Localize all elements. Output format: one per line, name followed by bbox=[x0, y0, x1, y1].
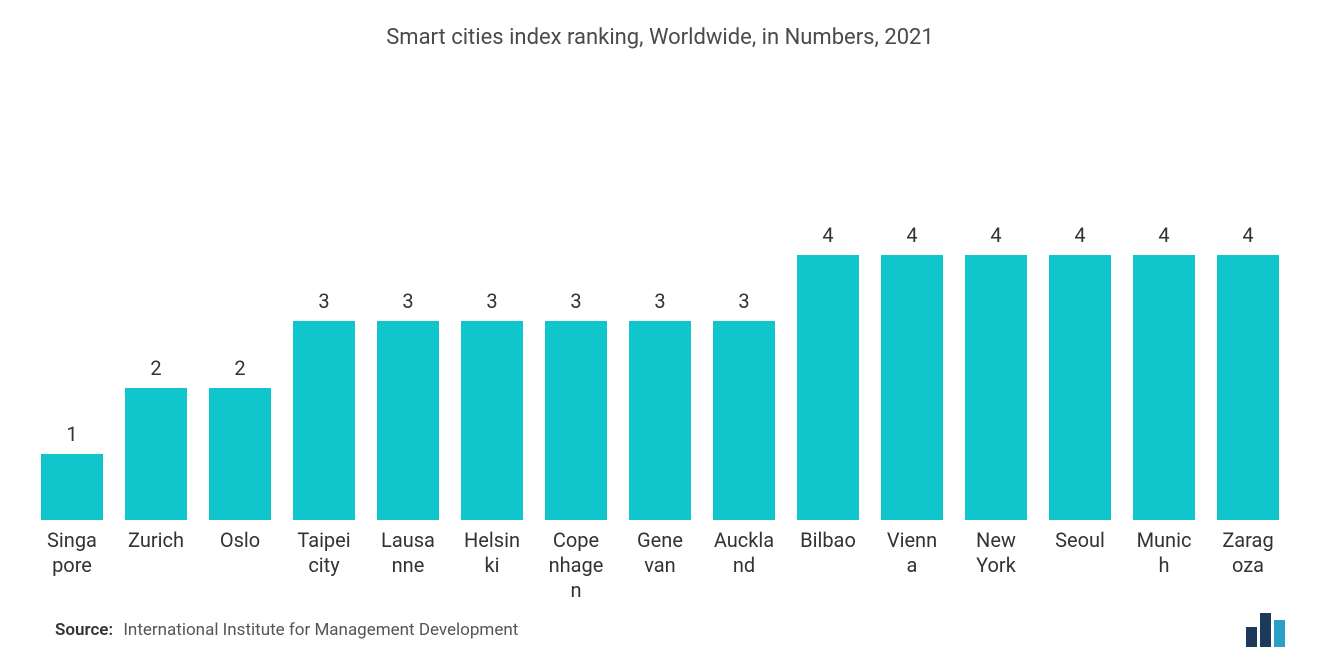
x-axis-label: Bilbao bbox=[788, 520, 868, 603]
bar-group: 4 bbox=[1128, 100, 1200, 520]
bar-value-label: 4 bbox=[822, 223, 833, 247]
x-axis-label: Zurich bbox=[116, 520, 196, 603]
bar-group: 4 bbox=[876, 100, 948, 520]
logo-bar bbox=[1274, 620, 1285, 647]
bar-value-label: 4 bbox=[990, 223, 1001, 247]
bar-value-label: 4 bbox=[1074, 223, 1085, 247]
bar-rect bbox=[881, 255, 942, 520]
x-axis-label: NewYork bbox=[956, 520, 1036, 603]
bar-value-label: 3 bbox=[654, 289, 665, 313]
source-citation: Source: International Institute for Mana… bbox=[55, 620, 518, 640]
x-axis-label: Helsinki bbox=[452, 520, 532, 603]
x-axis-label: Munich bbox=[1124, 520, 1204, 603]
bar-rect bbox=[545, 321, 606, 520]
source-label: Source: bbox=[55, 620, 113, 640]
x-axis-label: Oslo bbox=[200, 520, 280, 603]
x-axis-labels: SingaporeZurichOsloTaipeicityLausanneHel… bbox=[30, 520, 1290, 603]
bar-group: 1 bbox=[36, 100, 108, 520]
bar-rect bbox=[209, 388, 270, 521]
bar-rect bbox=[629, 321, 690, 520]
bar-rect bbox=[41, 454, 102, 520]
bar-value-label: 3 bbox=[318, 289, 329, 313]
bar-rect bbox=[1049, 255, 1110, 520]
bar-value-label: 3 bbox=[570, 289, 581, 313]
bar-group: 4 bbox=[792, 100, 864, 520]
bar-group: 4 bbox=[1212, 100, 1284, 520]
bar-group: 4 bbox=[960, 100, 1032, 520]
bar-rect bbox=[125, 388, 186, 521]
bar-chart: 1 2 2 3 3 3 3 3 3 4 4 4 4 4 4 bbox=[30, 100, 1290, 520]
x-axis-label: Singapore bbox=[32, 520, 112, 603]
bar-group: 3 bbox=[456, 100, 528, 520]
bar-value-label: 2 bbox=[234, 356, 245, 380]
bar-rect bbox=[1133, 255, 1194, 520]
bar-rect bbox=[377, 321, 438, 520]
source-text: International Institute for Management D… bbox=[123, 620, 518, 640]
logo-bar bbox=[1246, 627, 1257, 647]
x-axis-label: Lausanne bbox=[368, 520, 448, 603]
bar-rect bbox=[713, 321, 774, 520]
bar-value-label: 1 bbox=[66, 422, 77, 446]
bar-group: 3 bbox=[708, 100, 780, 520]
bar-group: 4 bbox=[1044, 100, 1116, 520]
x-axis-label: Vienna bbox=[872, 520, 952, 603]
bar-group: 3 bbox=[540, 100, 612, 520]
x-axis-label: Auckland bbox=[704, 520, 784, 603]
x-axis-label: Zaragoza bbox=[1208, 520, 1288, 603]
bar-rect bbox=[797, 255, 858, 520]
bar-group: 3 bbox=[372, 100, 444, 520]
bar-rect bbox=[461, 321, 522, 520]
bar-rect bbox=[965, 255, 1026, 520]
bar-group: 3 bbox=[288, 100, 360, 520]
bar-rect bbox=[293, 321, 354, 520]
x-axis-label: Taipeicity bbox=[284, 520, 364, 603]
bar-value-label: 4 bbox=[1158, 223, 1169, 247]
bar-value-label: 3 bbox=[738, 289, 749, 313]
bar-group: 2 bbox=[120, 100, 192, 520]
brand-logo bbox=[1243, 613, 1285, 647]
bar-value-label: 4 bbox=[1242, 223, 1253, 247]
bar-group: 2 bbox=[204, 100, 276, 520]
x-axis-label: Genevan bbox=[620, 520, 700, 603]
bar-value-label: 4 bbox=[906, 223, 917, 247]
bar-value-label: 3 bbox=[486, 289, 497, 313]
bar-group: 3 bbox=[624, 100, 696, 520]
x-axis-label: Seoul bbox=[1040, 520, 1120, 603]
chart-title: Smart cities index ranking, Worldwide, i… bbox=[0, 0, 1320, 50]
bar-value-label: 3 bbox=[402, 289, 413, 313]
x-axis-label: Copenhagen bbox=[536, 520, 616, 603]
logo-bar bbox=[1260, 613, 1271, 647]
bar-value-label: 2 bbox=[150, 356, 161, 380]
bar-rect bbox=[1217, 255, 1278, 520]
